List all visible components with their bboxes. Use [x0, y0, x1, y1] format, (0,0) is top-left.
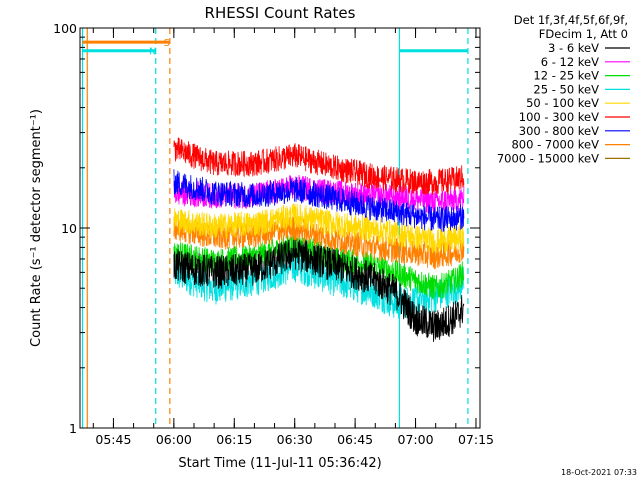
legend-entry-label: 100 - 300 keV	[519, 110, 599, 124]
series-line	[173, 169, 465, 233]
legend-entry-label: 800 - 7000 keV	[511, 138, 599, 152]
legend-entry-label: 50 - 100 keV	[526, 96, 599, 110]
x-tick-label: 06:00	[156, 432, 192, 447]
legend-entry-label: 12 - 25 keV	[533, 69, 599, 83]
series-layer	[173, 137, 465, 343]
legend-entry-label: 300 - 800 keV	[519, 124, 599, 138]
attenuator-markers: SN	[82, 38, 468, 58]
y-axis-label: Count Rate (s⁻¹ detector segment⁻¹)	[29, 109, 44, 347]
x-tick-label: 07:00	[398, 432, 434, 447]
x-tick-label: 06:30	[277, 432, 313, 447]
legend: Det 1f,3f,4f,5f,6f,9f, FDecim 1, Att 0 3…	[497, 13, 630, 165]
series-line	[173, 237, 465, 343]
y-axis: 1 10 100	[53, 21, 480, 436]
marker-label: S	[164, 38, 170, 49]
legend-entry-label: 25 - 50 keV	[533, 82, 599, 96]
vertical-event-lines	[81, 28, 469, 428]
y-tick-label: 100	[53, 21, 77, 36]
marker-label: N	[149, 47, 156, 58]
x-tick-label: 06:15	[216, 432, 252, 447]
x-axis: 05:45 06:00 06:15 06:30 06:45 07:00 07:15	[92, 28, 494, 447]
chart-title: RHESSI Count Rates	[205, 4, 356, 22]
y-tick-label: 10	[61, 221, 77, 236]
series-line	[173, 203, 465, 254]
legend-header-line-1: Det 1f,3f,4f,5f,6f,9f,	[514, 13, 628, 27]
x-tick-label: 05:45	[95, 432, 131, 447]
generated-timestamp: 18-Oct-2021 07:33	[561, 468, 637, 477]
x-tick-label: 06:45	[337, 432, 373, 447]
series-line	[173, 137, 465, 195]
legend-entry-label: 7000 - 15000 keV	[497, 151, 599, 165]
legend-header-line-2: FDecim 1, Att 0	[539, 27, 628, 41]
y-tick-label: 1	[69, 421, 77, 436]
legend-entry-label: 6 - 12 keV	[541, 55, 599, 69]
x-axis-label: Start Time (11-Jul-11 05:36:42)	[178, 456, 381, 471]
x-tick-label: 07:15	[458, 432, 494, 447]
legend-entry-label: 3 - 6 keV	[548, 41, 599, 55]
